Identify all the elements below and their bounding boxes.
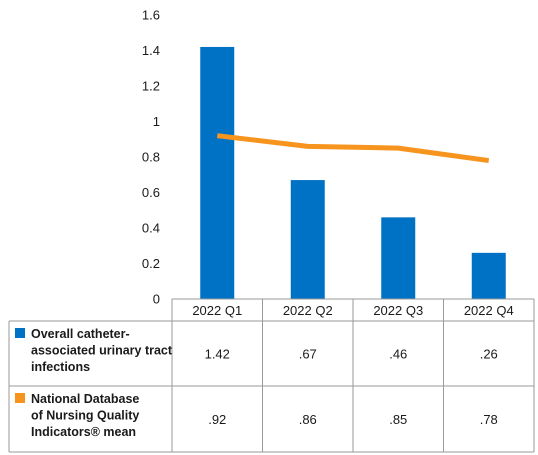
data-label: .92 bbox=[208, 412, 226, 427]
y-tick-label: 1.4 bbox=[142, 43, 160, 58]
bar bbox=[290, 180, 325, 299]
bar-series bbox=[200, 46, 506, 300]
bar bbox=[471, 252, 506, 299]
x-tick-label: 2022 Q4 bbox=[464, 303, 514, 318]
data-label: 1.42 bbox=[205, 347, 230, 362]
legend-label: Indicators® mean bbox=[31, 425, 136, 439]
y-tick-label: 1 bbox=[153, 114, 160, 129]
legend-label: infections bbox=[31, 360, 90, 374]
y-tick-label: 1.6 bbox=[142, 8, 160, 23]
legend-label: National Database bbox=[31, 392, 139, 406]
x-tick-label: 2022 Q2 bbox=[283, 303, 333, 318]
legend-label: of Nursing Quality bbox=[31, 409, 139, 423]
y-tick-label: 0.6 bbox=[142, 185, 160, 200]
data-label: .85 bbox=[389, 412, 407, 427]
bar bbox=[200, 46, 235, 300]
x-tick-label: 2022 Q3 bbox=[373, 303, 423, 318]
y-tick-label: 0.2 bbox=[142, 256, 160, 271]
legend-swatch bbox=[15, 393, 25, 403]
y-tick-label: 0 bbox=[153, 292, 160, 307]
data-label: .46 bbox=[389, 347, 407, 362]
data-label: .67 bbox=[299, 347, 317, 362]
bar bbox=[381, 217, 416, 299]
x-tick-label: 2022 Q1 bbox=[192, 303, 242, 318]
data-label: .78 bbox=[480, 412, 498, 427]
line-series-path bbox=[216, 133, 490, 164]
legend-label: Overall catheter- bbox=[31, 327, 130, 341]
data-table: 2022 Q1 2022 Q2 2022 Q3 2022 Q4 Overall cath… bbox=[8, 298, 535, 453]
data-label: .26 bbox=[480, 347, 498, 362]
legend-swatch bbox=[15, 328, 25, 338]
y-tick-label: 0.8 bbox=[142, 150, 160, 165]
data-label: .86 bbox=[299, 412, 317, 427]
line-series bbox=[216, 133, 490, 164]
y-tick-label: 0.4 bbox=[142, 221, 160, 236]
y-tick-label: 1.2 bbox=[142, 79, 160, 94]
y-axis-ticks: 0 0.2 0.4 0.6 0.8 1 1.2 1.4 1.6 bbox=[142, 8, 160, 307]
legend-label: associated urinary tract bbox=[31, 344, 173, 358]
